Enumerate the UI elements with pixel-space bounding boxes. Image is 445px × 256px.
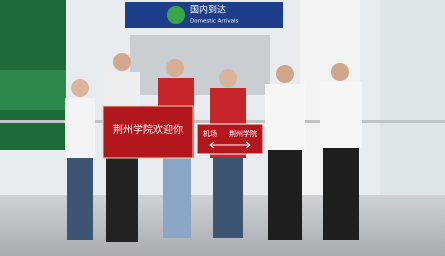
legs (323, 148, 359, 240)
left-board-band (0, 70, 66, 110)
sign-chinese: 国内到达 (190, 4, 226, 16)
photo: 国内到达 Domestic Arrivals 荆州学院欢迎你 机场 荆州学院 (0, 0, 445, 256)
legs (163, 158, 191, 238)
person (65, 79, 95, 240)
head (276, 65, 294, 83)
legs (106, 156, 138, 242)
legs (67, 158, 93, 240)
head (331, 63, 349, 81)
shirt (265, 84, 305, 150)
sign-english: Domestic Arrivals (190, 19, 239, 25)
route-sign (197, 124, 263, 154)
page: 国内到达 Domestic Arrivals 荆州学院欢迎你 机场 荆州学院 (… (0, 0, 445, 256)
head (113, 53, 131, 71)
person (320, 63, 362, 240)
legs (213, 158, 243, 238)
route-left: 机场 (203, 129, 217, 138)
gate-area (130, 35, 270, 95)
shirt (320, 82, 362, 148)
welcome-text: 荆州学院欢迎你 (113, 123, 183, 136)
head (71, 79, 89, 97)
sign-icon (167, 6, 185, 24)
window (380, 0, 445, 210)
head (166, 59, 184, 77)
person (265, 65, 305, 240)
legs (268, 150, 302, 240)
route-right: 荆州学院 (229, 129, 257, 138)
shirt (65, 98, 95, 158)
head (219, 69, 237, 87)
